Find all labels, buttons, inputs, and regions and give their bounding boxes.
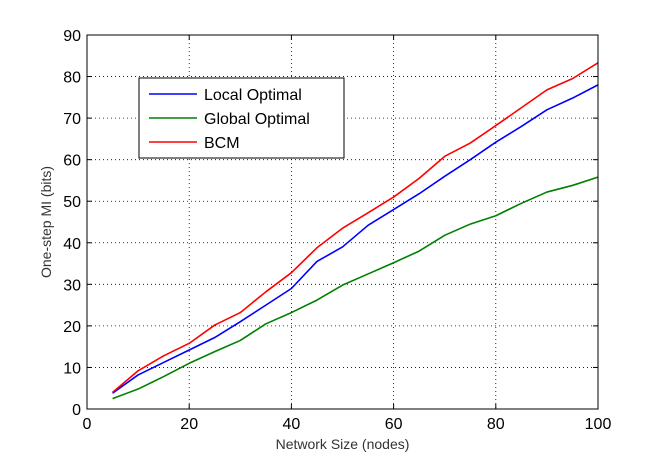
y-tick-label: 30 — [63, 277, 81, 294]
series-line-2 — [112, 176, 599, 400]
series-lines — [112, 62, 599, 400]
y-tick-label: 90 — [63, 28, 81, 45]
x-axis-label: Network Size (nodes) — [276, 436, 410, 452]
y-tick-label: 70 — [63, 111, 81, 128]
legend-label-3: BCM — [204, 135, 240, 152]
plot-frame — [86, 34, 599, 410]
legend: Local Optimal Global Optimal BCM — [138, 77, 345, 159]
series-line-3 — [112, 62, 599, 393]
x-tick-label: 0 — [83, 416, 92, 433]
x-tick-label: 60 — [385, 416, 403, 433]
y-tick-label: 50 — [63, 194, 81, 211]
axis-ticks — [86, 34, 599, 410]
legend-label-1: Local Optimal — [204, 87, 302, 104]
x-tick-label: 20 — [180, 416, 198, 433]
x-tick-label: 80 — [487, 416, 505, 433]
y-tick-label: 20 — [63, 319, 81, 336]
y-tick-label: 40 — [63, 236, 81, 253]
y-tick-label: 0 — [72, 402, 81, 419]
tick-labels: 0 20 40 60 80 100 0 10 20 30 40 50 60 70 80 90 — [63, 28, 611, 433]
y-axis-label: One-step MI (bits) — [38, 166, 54, 278]
y-tick-label: 60 — [63, 153, 81, 170]
y-tick-label: 10 — [63, 360, 81, 377]
y-tick-label: 80 — [63, 70, 81, 87]
legend-label-2: Global Optimal — [204, 111, 310, 128]
x-tick-label: 40 — [283, 416, 301, 433]
x-tick-label: 100 — [585, 416, 612, 433]
series-line-1 — [112, 84, 599, 394]
